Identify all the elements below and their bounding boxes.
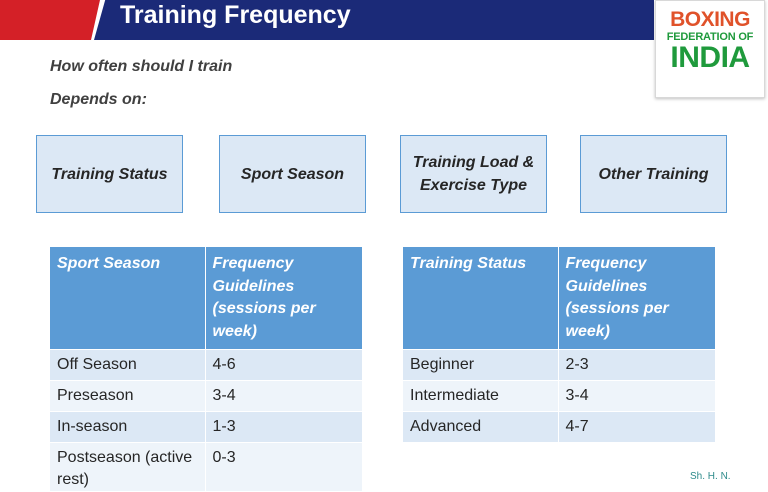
factor-label: Sport Season bbox=[240, 165, 345, 183]
column-header: Sport Season bbox=[49, 246, 206, 350]
intro-question: How often should I train bbox=[50, 58, 233, 75]
factor-label: Other Training bbox=[598, 165, 709, 183]
table-row: Beginner 2-3 bbox=[402, 349, 717, 381]
table-row: Postseason (active rest) 0-3 bbox=[49, 442, 364, 492]
table-cell: 3-4 bbox=[557, 380, 717, 412]
table-row: In-season 1-3 bbox=[49, 411, 364, 443]
table-row: Off Season 4-6 bbox=[49, 349, 364, 381]
header-red-stripe bbox=[0, 0, 100, 40]
column-header: Frequency Guidelines (sessions per week) bbox=[557, 246, 717, 350]
table-header-row: Training Status Frequency Guidelines (se… bbox=[402, 246, 717, 350]
table-cell: Advanced bbox=[402, 411, 559, 443]
table-cell: 4-6 bbox=[204, 349, 364, 381]
logo-line-federation: FEDERATION OF bbox=[666, 31, 754, 43]
factor-other-training: Other Training bbox=[580, 135, 727, 213]
table-cell: In-season bbox=[49, 411, 206, 443]
table-cell: Preseason bbox=[49, 380, 206, 412]
table-cell: 0-3 bbox=[204, 442, 364, 492]
season-frequency-table: Sport Season Frequency Guidelines (sessi… bbox=[49, 246, 364, 492]
table-row: Advanced 4-7 bbox=[402, 411, 717, 443]
column-header: Training Status bbox=[402, 246, 559, 350]
logo-line-boxing: BOXING bbox=[670, 8, 750, 31]
table-cell: Off Season bbox=[49, 349, 206, 381]
factor-label: Training Status bbox=[51, 165, 168, 183]
table-row: Preseason 3-4 bbox=[49, 380, 364, 412]
slide-title: Training Frequency bbox=[120, 1, 351, 29]
table-cell: Beginner bbox=[402, 349, 559, 381]
intro-depends: Depends on: bbox=[50, 91, 147, 108]
bfi-logo: BOXING FEDERATION OF INDIA bbox=[655, 0, 765, 98]
logo-line-india: INDIA bbox=[670, 41, 750, 74]
status-frequency-table: Training Status Frequency Guidelines (se… bbox=[402, 246, 717, 443]
table-cell: 2-3 bbox=[557, 349, 717, 381]
table-row: Intermediate 3-4 bbox=[402, 380, 717, 412]
factor-training-status: Training Status bbox=[36, 135, 183, 213]
factor-training-load: Training Load & Exercise Type bbox=[400, 135, 547, 213]
table-cell: Intermediate bbox=[402, 380, 559, 412]
table-cell: 3-4 bbox=[204, 380, 364, 412]
column-header: Frequency Guidelines (sessions per week) bbox=[204, 246, 364, 350]
table-cell: Postseason (active rest) bbox=[49, 442, 206, 492]
factor-label: Training Load & Exercise Type bbox=[412, 154, 535, 194]
table-cell: 4-7 bbox=[557, 411, 717, 443]
factor-sport-season: Sport Season bbox=[219, 135, 366, 213]
footnote: Sh. H. N. bbox=[690, 471, 731, 482]
table-cell: 1-3 bbox=[204, 411, 364, 443]
header-blue-bar bbox=[94, 0, 654, 40]
table-header-row: Sport Season Frequency Guidelines (sessi… bbox=[49, 246, 364, 350]
